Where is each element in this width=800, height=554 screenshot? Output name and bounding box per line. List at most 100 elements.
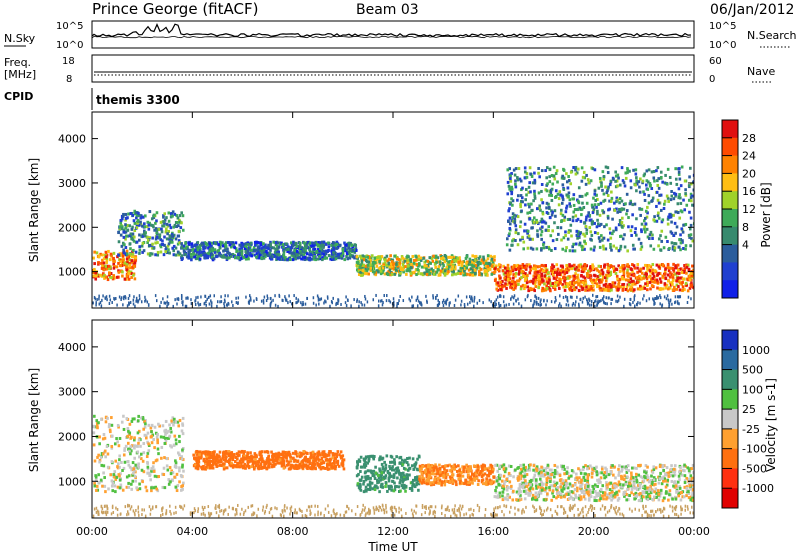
data-cell — [178, 218, 181, 222]
data-cell — [160, 300, 162, 304]
data-cell — [141, 480, 144, 484]
data-cell — [181, 484, 185, 488]
data-cell — [132, 248, 135, 252]
data-cell — [580, 166, 584, 170]
data-cell — [162, 473, 166, 477]
data-cell — [525, 175, 529, 179]
data-cell — [124, 212, 128, 216]
data-cell — [528, 205, 531, 209]
data-cell — [618, 278, 622, 282]
data-cell — [238, 249, 242, 253]
data-cell — [405, 272, 408, 276]
data-cell — [122, 414, 125, 418]
data-cell — [631, 213, 634, 217]
data-cell — [392, 263, 395, 267]
data-cell — [399, 294, 401, 298]
data-cell — [224, 456, 228, 460]
data-cell — [663, 282, 667, 286]
data-cell — [597, 270, 601, 274]
data-cell — [246, 242, 250, 246]
data-cell — [456, 271, 460, 275]
data-cell — [159, 220, 163, 224]
data-cell — [100, 417, 103, 421]
data-cell — [587, 301, 590, 305]
data-cell — [613, 208, 617, 212]
data-cell — [518, 225, 522, 229]
data-cell — [274, 247, 277, 251]
data-cell — [540, 303, 542, 307]
data-cell — [615, 179, 619, 183]
data-cell — [622, 203, 626, 207]
data-cell — [162, 253, 166, 257]
data-cell — [574, 165, 578, 169]
data-cell — [663, 202, 666, 206]
data-cell — [311, 458, 315, 462]
nsearch-label: N.Search — [747, 29, 797, 42]
data-cell — [116, 423, 120, 427]
data-cell — [144, 434, 148, 438]
data-cell — [566, 296, 569, 300]
data-cell — [151, 465, 155, 469]
data-cell — [596, 197, 599, 201]
data-cell — [151, 224, 154, 228]
data-cell — [131, 232, 135, 236]
data-cell — [347, 246, 350, 250]
data-cell — [178, 241, 181, 245]
data-cell — [102, 471, 105, 475]
data-cell — [634, 168, 638, 172]
data-cell — [275, 459, 279, 463]
data-cell — [532, 274, 536, 278]
data-cell — [578, 241, 582, 245]
data-cell — [626, 263, 629, 267]
data-cell — [347, 244, 351, 248]
data-cell — [255, 255, 258, 259]
data-cell — [308, 249, 312, 253]
data-cell — [169, 472, 173, 476]
data-cell — [210, 255, 214, 259]
data-cell — [540, 217, 544, 221]
data-cell — [493, 258, 496, 262]
data-cell — [136, 450, 140, 454]
data-cell — [341, 247, 345, 251]
low-range-cells — [92, 293, 692, 308]
data-cell — [402, 257, 406, 261]
data-cell — [171, 246, 174, 250]
data-cell — [195, 296, 197, 300]
data-cell — [294, 241, 298, 245]
data-cell — [171, 214, 174, 218]
data-cell — [535, 273, 538, 277]
data-cell — [430, 257, 434, 261]
data-cell — [578, 232, 582, 236]
data-cell — [244, 244, 248, 248]
data-cell — [295, 296, 297, 300]
data-cell — [358, 304, 360, 308]
data-cell — [261, 251, 264, 255]
data-cell — [125, 223, 129, 227]
data-cell — [570, 267, 574, 271]
data-cell — [140, 468, 144, 472]
data-cell — [540, 237, 543, 241]
data-cell — [558, 190, 562, 194]
data-cell — [677, 245, 681, 249]
data-cell — [104, 420, 108, 424]
data-cell — [360, 262, 364, 266]
data-cell — [452, 272, 456, 276]
data-cell — [167, 219, 171, 223]
data-cell — [620, 266, 624, 270]
data-cell — [138, 233, 141, 237]
data-cell — [518, 264, 522, 268]
data-cell — [141, 224, 144, 228]
data-cell — [632, 264, 636, 268]
data-cell — [174, 442, 178, 446]
data-cell — [301, 460, 304, 464]
data-cell — [624, 176, 628, 180]
data-cell — [499, 286, 502, 290]
data-cell — [395, 261, 398, 265]
data-cell — [688, 235, 691, 239]
data-cell — [122, 228, 126, 232]
data-cell — [403, 259, 407, 263]
data-cell — [337, 301, 339, 305]
data-cell — [689, 182, 693, 186]
data-cell — [165, 237, 169, 241]
data-cell — [127, 297, 130, 301]
